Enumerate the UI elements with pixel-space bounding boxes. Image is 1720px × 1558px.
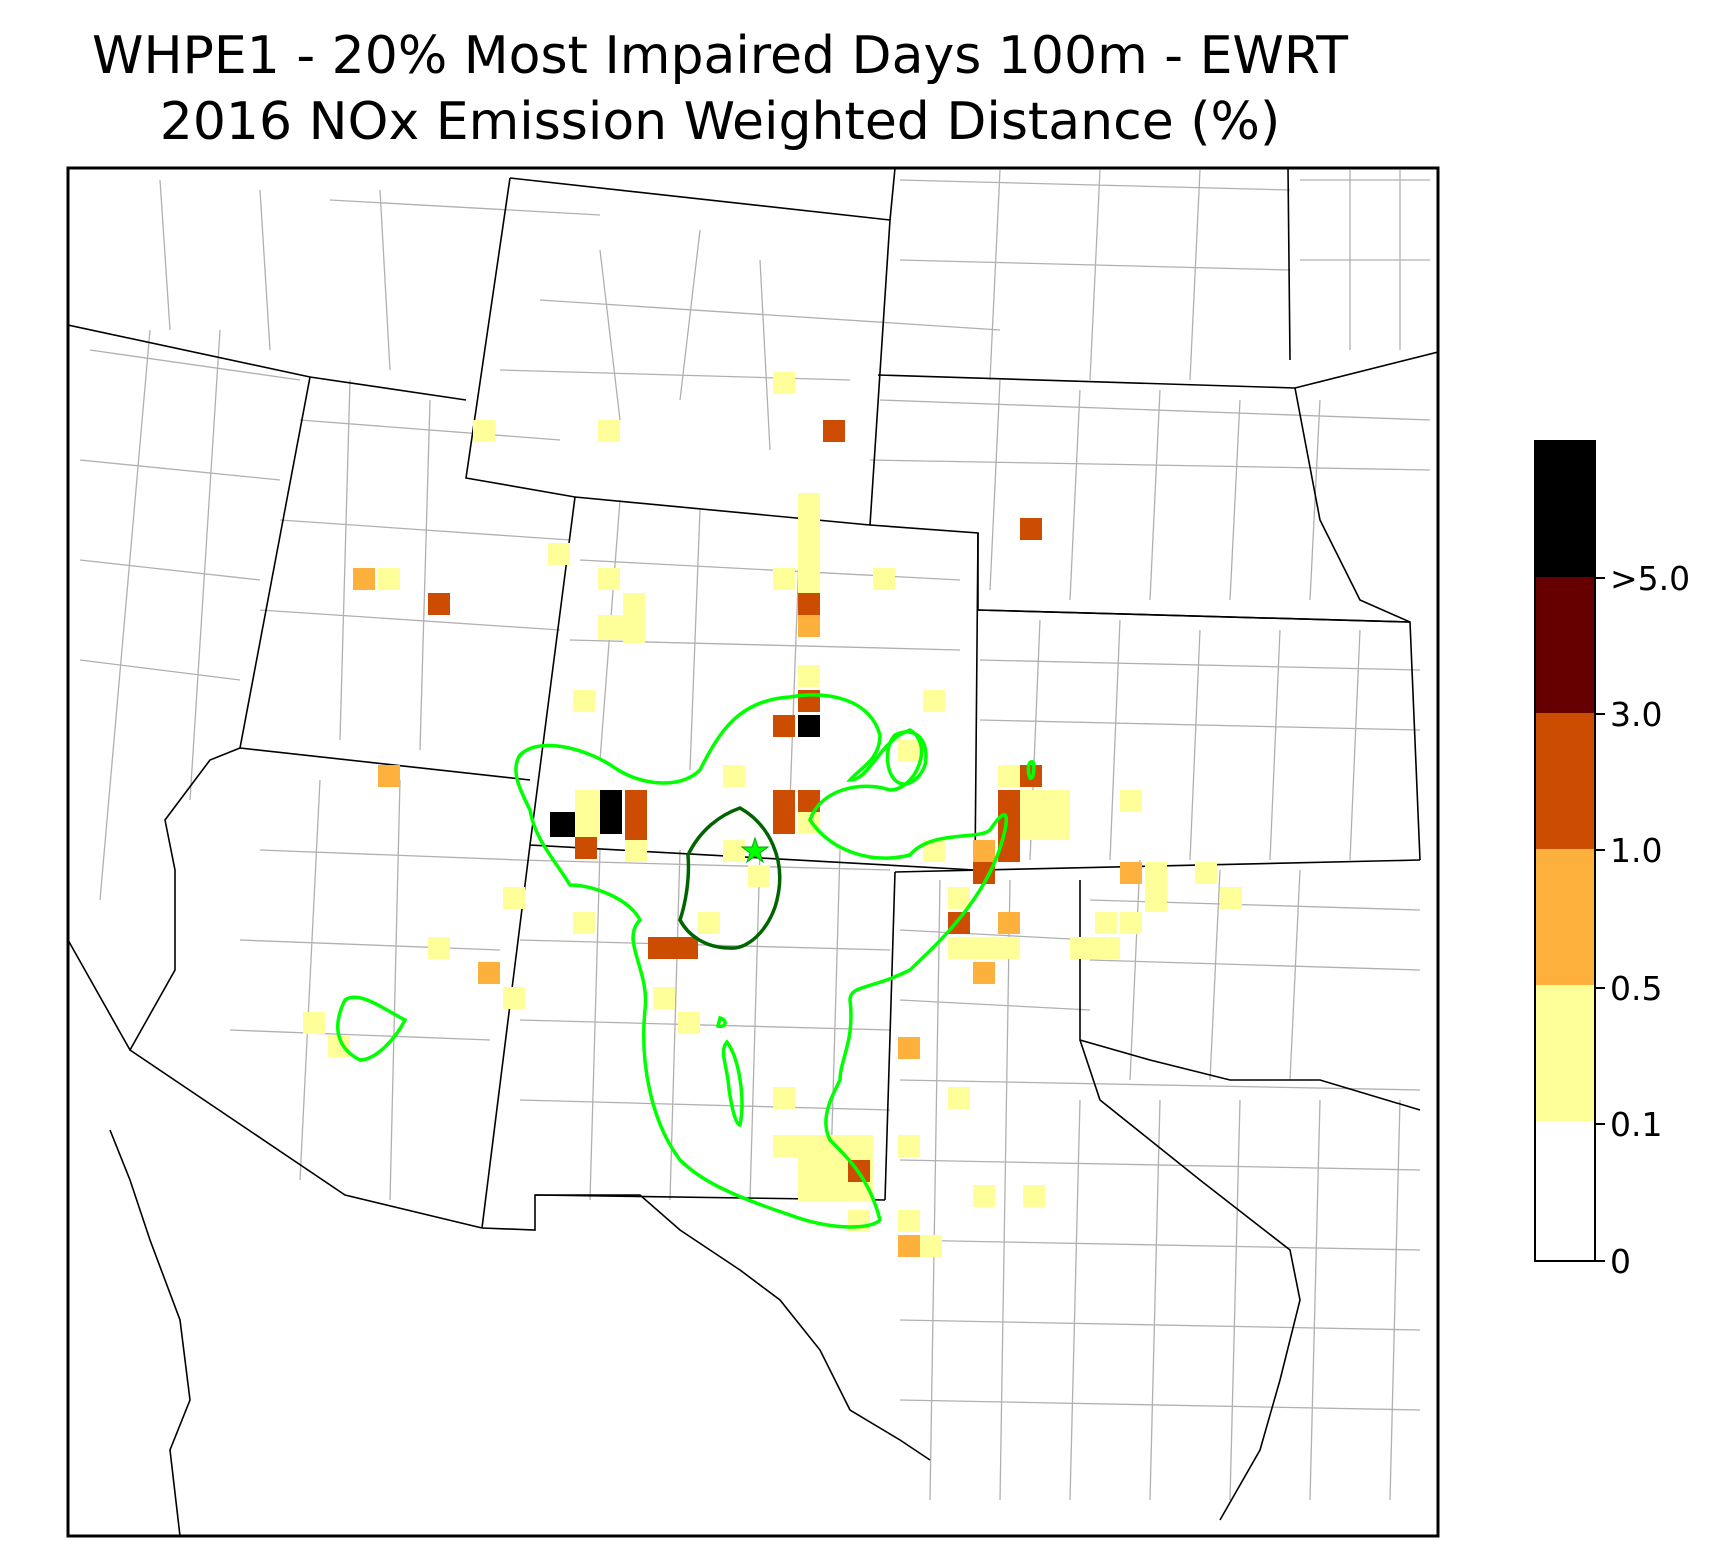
colorbar-tick-3: 1.0 bbox=[1610, 831, 1662, 870]
colorbar-tick-2: 0.5 bbox=[1610, 969, 1662, 1008]
emission-cells bbox=[303, 372, 1242, 1257]
colorbar-tick-0: 0 bbox=[1610, 1242, 1631, 1281]
map-title-line2: 2016 NOx Emission Weighted Distance (%) bbox=[159, 92, 1281, 152]
colorbar-tick-4: 3.0 bbox=[1610, 695, 1662, 734]
map-panel bbox=[66, 166, 1440, 1538]
state-borders bbox=[68, 168, 1438, 1536]
colorbar: 0 0.1 0.5 1.0 3.0 >5.0 bbox=[1534, 440, 1690, 1281]
contour-outer bbox=[336, 693, 1036, 1229]
colorbar-tick-5: >5.0 bbox=[1610, 559, 1690, 598]
map-title-line1: WHPE1 - 20% Most Impaired Days 100m - EW… bbox=[92, 26, 1348, 86]
contour-inner bbox=[678, 806, 782, 950]
star-icon bbox=[740, 836, 770, 864]
colorbar-tick-1: 0.1 bbox=[1610, 1105, 1662, 1144]
